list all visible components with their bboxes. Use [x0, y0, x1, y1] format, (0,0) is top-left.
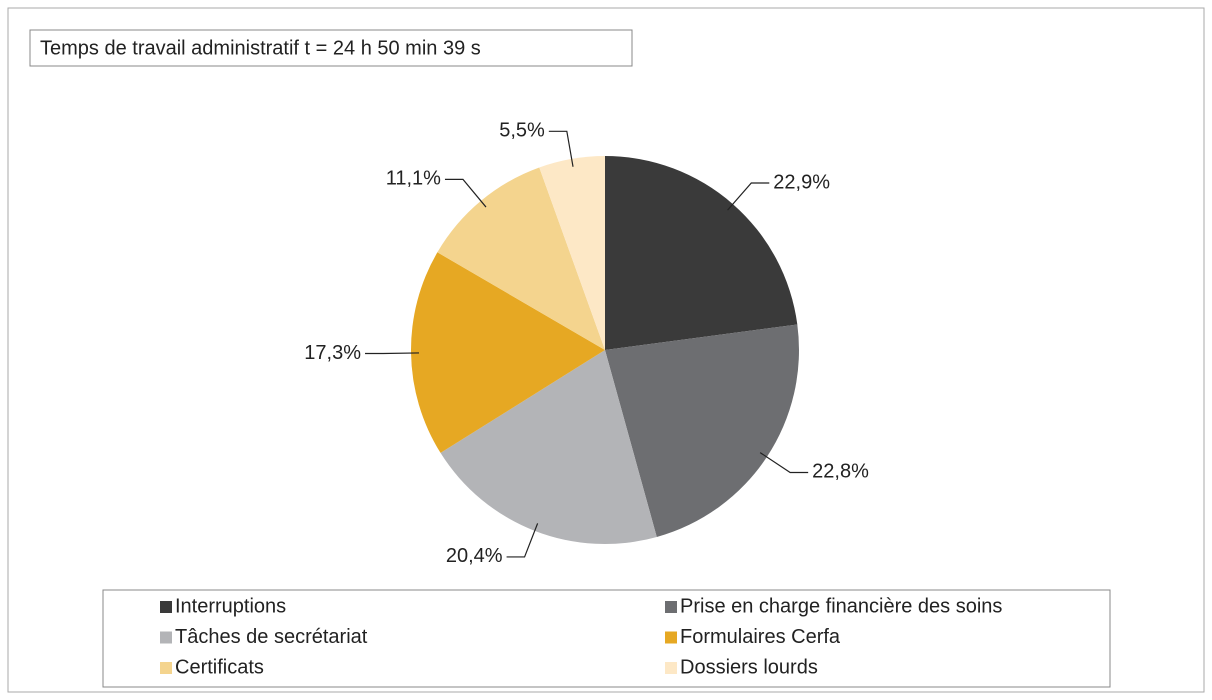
leader-line [506, 523, 539, 558]
leader-line [548, 130, 574, 167]
legend-swatch [665, 662, 677, 674]
legend-label: Dossiers lourds [680, 656, 818, 678]
data-label: 20,4% [446, 545, 503, 567]
legend-swatch [160, 601, 172, 613]
legend-box [102, 589, 1111, 688]
leader-line [365, 352, 420, 355]
legend-label: Interruptions [175, 595, 286, 617]
leader-line [759, 452, 809, 474]
data-label: 11,1% [386, 168, 441, 190]
data-label: 5,5% [499, 120, 545, 142]
legend-label: Formulaires Cerfa [680, 626, 841, 648]
title-box [29, 29, 633, 67]
legend-swatch [160, 631, 172, 644]
pie-slice [539, 156, 605, 350]
data-label: 22,8% [812, 461, 869, 483]
data-label: 17,3% [304, 342, 361, 364]
pie-slice [605, 156, 798, 350]
data-label: 22,9% [773, 171, 830, 193]
legend-label: Tâches de secrétariat [175, 626, 368, 648]
legend-swatch [160, 662, 172, 674]
pie-slice [410, 252, 605, 453]
chart-title: Temps de travail administratif t = 24 h … [40, 37, 481, 59]
pie-slice [437, 167, 605, 350]
legend-label: Prise en charge financière des soins [680, 595, 1002, 617]
legend-label: Certificats [175, 656, 264, 678]
leader-line [444, 178, 487, 208]
pie-slice [440, 350, 657, 544]
legend-swatch [665, 631, 677, 644]
legend-swatch [665, 601, 677, 613]
pie-slice [605, 324, 799, 537]
leader-line [727, 182, 770, 211]
